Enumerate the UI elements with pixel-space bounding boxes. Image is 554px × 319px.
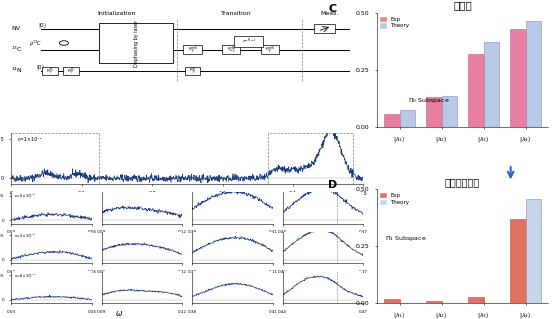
Bar [268, 133, 353, 184]
Bar [234, 36, 263, 47]
Text: Meas.: Meas. [321, 11, 339, 16]
Bar [222, 46, 240, 54]
Text: $R_{-y}^{\pi/6}$: $R_{-y}^{\pi/6}$ [227, 44, 236, 56]
Bar [384, 299, 399, 303]
Bar [315, 24, 335, 33]
Text: $R_y^{\pi/6}$: $R_y^{\pi/6}$ [265, 44, 275, 56]
Bar [42, 67, 58, 75]
Text: c=1×10⁻²: c=1×10⁻² [18, 137, 43, 142]
Legend: Exp, Theory: Exp, Theory [379, 192, 411, 206]
Text: $|0\rangle$: $|0\rangle$ [38, 20, 47, 30]
Bar [526, 21, 541, 127]
Bar [510, 219, 526, 303]
Text: Transition: Transition [221, 11, 252, 16]
Bar [427, 301, 442, 303]
Text: Initialization: Initialization [98, 11, 136, 16]
Title: 提取主要成分: 提取主要成分 [445, 177, 480, 187]
Bar [442, 96, 456, 127]
Bar [399, 109, 414, 127]
Bar [484, 42, 499, 127]
Bar [183, 46, 202, 54]
Title: 处理前: 处理前 [453, 1, 472, 11]
Text: c=5×10⁻³: c=5×10⁻³ [14, 194, 35, 198]
Bar [427, 97, 442, 127]
Bar [468, 54, 484, 127]
Text: NV: NV [11, 26, 20, 31]
Text: D: D [329, 180, 338, 190]
Text: $^{13}$C: $^{13}$C [11, 45, 23, 54]
Text: $\rho^{13}C$: $\rho^{13}C$ [29, 39, 43, 49]
Text: $|0\rangle$: $|0\rangle$ [37, 62, 45, 72]
Text: $R_y^{\theta}$: $R_y^{\theta}$ [189, 65, 196, 77]
Text: $R_Y^{\theta_2}$: $R_Y^{\theta_2}$ [67, 65, 75, 76]
Bar [185, 67, 201, 75]
Text: $\Pi_0$ Subspace: $\Pi_0$ Subspace [408, 96, 449, 105]
Text: C: C [329, 4, 337, 14]
Bar [11, 133, 99, 184]
Bar [384, 114, 399, 127]
Text: Dephasing by laser: Dephasing by laser [134, 20, 138, 67]
Text: c=6×10⁻⁴: c=6×10⁻⁴ [14, 274, 35, 278]
Bar [526, 199, 541, 303]
Legend: Exp, Theory: Exp, Theory [379, 16, 411, 30]
Text: c=2×10⁻³: c=2×10⁻³ [14, 234, 35, 238]
Bar [261, 46, 279, 54]
Text: $^{14}$N: $^{14}$N [11, 66, 23, 76]
Text: $\omega$: $\omega$ [115, 309, 123, 318]
Text: $\Pi_1$ Subspace: $\Pi_1$ Subspace [385, 234, 427, 243]
Text: $R_y^{\pi/6}$: $R_y^{\pi/6}$ [188, 44, 198, 56]
Bar [510, 29, 526, 127]
Bar [468, 297, 484, 303]
Text: $R_Y^{\theta_1}$: $R_Y^{\theta_1}$ [45, 65, 54, 76]
Text: $e^{-iH_{NV}t}$: $e^{-iH_{NV}t}$ [242, 37, 256, 46]
Bar [63, 67, 79, 75]
Bar [99, 23, 173, 63]
